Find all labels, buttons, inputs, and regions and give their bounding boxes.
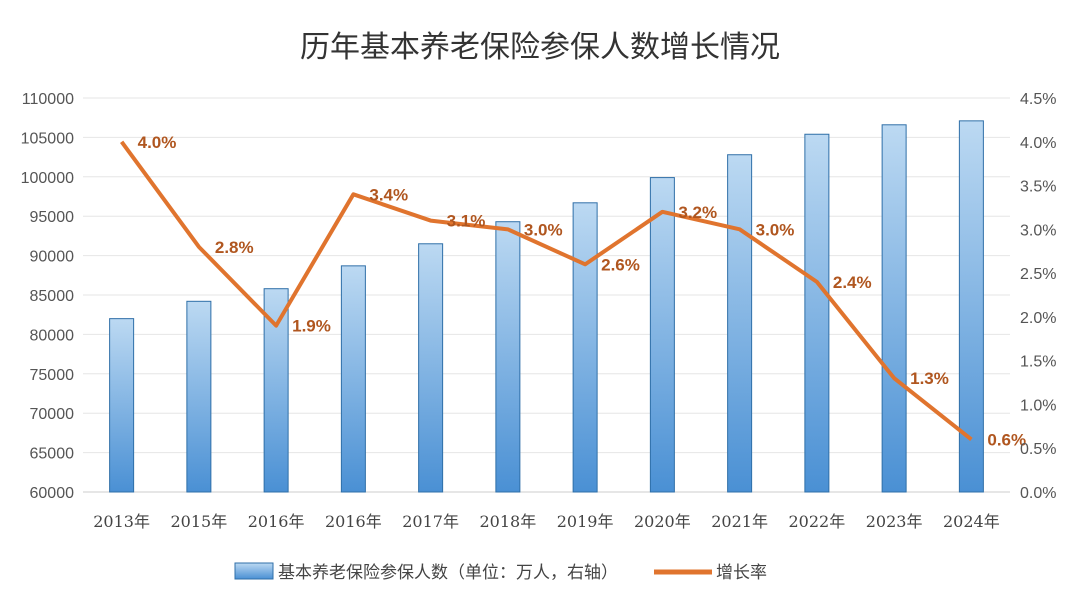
x-tick: 2015年 (171, 512, 228, 531)
x-tick: 2013年 (93, 512, 150, 531)
bar-11 (958, 120, 984, 493)
legend-bar-label: 基本养老保险参保人数（单位：万人，右轴） (278, 563, 618, 583)
y-right-tick: 4.5% (1020, 91, 1056, 108)
data-label-2: 1.9% (292, 317, 331, 336)
data-label-3: 3.4% (369, 185, 408, 204)
x-tick: 2019年 (557, 512, 614, 531)
x-tick: 2020年 (634, 512, 691, 531)
y-right-tick: 0.5% (1020, 441, 1056, 458)
y-left-tick: 85000 (30, 288, 75, 305)
legend-line-label: 增长率 (716, 563, 767, 583)
data-label-11: 0.6% (987, 430, 1026, 449)
x-tick: 2022年 (789, 512, 846, 531)
data-label-4: 3.1% (447, 212, 486, 231)
data-label-8: 3.0% (756, 220, 795, 239)
y-left-tick: 95000 (30, 209, 75, 226)
bar-3 (340, 265, 366, 493)
bar-8 (727, 154, 753, 493)
y-left-tick: 105000 (21, 130, 74, 147)
bar-10 (881, 124, 907, 493)
bar-2 (263, 288, 289, 493)
y-left-tick: 65000 (30, 446, 75, 463)
y-left-tick: 110000 (22, 91, 74, 108)
legend: 基本养老保险参保人数（单位：万人，右轴） 增长率 (234, 562, 767, 583)
data-label-9: 2.4% (833, 273, 872, 292)
x-tick: 2021年 (711, 512, 768, 531)
bar-4 (418, 243, 444, 493)
data-label-7: 3.2% (678, 203, 717, 222)
growth-rate-line (120, 140, 973, 442)
x-tick: 2016年 (248, 512, 305, 531)
y-right-tick: 2.5% (1020, 266, 1056, 283)
data-label-0: 4.0% (138, 133, 177, 152)
y-right-tick: 1.5% (1020, 354, 1056, 371)
data-label-5: 3.0% (524, 220, 563, 239)
x-tick: 2024年 (943, 512, 1000, 531)
data-label-10: 1.3% (910, 369, 949, 388)
data-label-1: 2.8% (215, 238, 254, 257)
data-label-6: 2.6% (601, 255, 640, 274)
y-right-tick: 0.0% (1020, 485, 1056, 502)
legend-bar-swatch (234, 562, 274, 580)
y-right-tick: 1.0% (1020, 397, 1056, 414)
bar-5 (495, 221, 521, 493)
bar-1 (186, 300, 212, 493)
y-right-tick: 4.0% (1020, 135, 1056, 152)
x-tick: 2023年 (866, 512, 923, 531)
x-tick: 2018年 (480, 512, 537, 531)
y-right-tick: 3.5% (1020, 179, 1056, 196)
y-left-tick: 80000 (30, 327, 75, 344)
bar-0 (109, 318, 135, 493)
bar-7 (649, 177, 675, 493)
y-left-tick: 60000 (30, 485, 75, 502)
chart-title: 历年基本养老保险参保人数增长情况 (300, 30, 780, 65)
bar-9 (804, 133, 830, 493)
y-right-tick: 3.0% (1020, 222, 1056, 239)
y-left-tick: 75000 (30, 367, 75, 384)
bar-6 (572, 202, 598, 493)
y-left-tick: 100000 (21, 170, 74, 187)
x-tick: 2016年 (325, 512, 382, 531)
x-tick: 2017年 (402, 512, 459, 531)
y-left-tick: 90000 (30, 249, 75, 266)
y-left-tick: 70000 (30, 406, 75, 423)
y-right-tick: 2.0% (1020, 310, 1056, 327)
